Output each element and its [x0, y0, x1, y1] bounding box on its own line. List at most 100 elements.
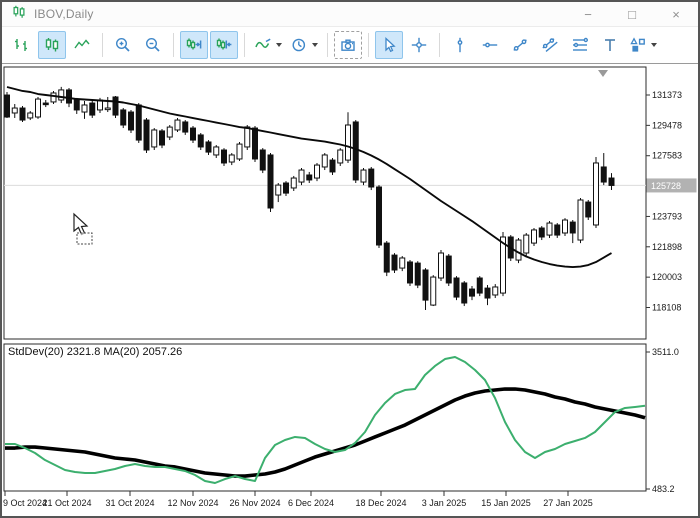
candle	[58, 89, 65, 101]
crosshair-button[interactable]	[405, 31, 433, 59]
svg-text:26 Nov 2024: 26 Nov 2024	[229, 498, 280, 508]
candle	[73, 99, 80, 111]
auto-scroll-button[interactable]	[210, 31, 238, 59]
indicator-plot-frame	[3, 343, 647, 492]
camera-button[interactable]	[334, 31, 362, 59]
line-chart-button[interactable]	[68, 31, 96, 59]
candle	[143, 119, 150, 151]
candle	[593, 162, 599, 226]
crosshair-icon	[411, 37, 427, 53]
candle	[89, 102, 96, 116]
close-button[interactable]: ×	[672, 6, 680, 22]
candle	[399, 257, 406, 269]
trendline-button[interactable]	[506, 31, 534, 59]
candle	[42, 102, 49, 106]
indicators-button[interactable]	[251, 31, 285, 59]
candle	[337, 149, 344, 164]
candle	[407, 261, 413, 284]
candle	[352, 121, 359, 181]
cursor-button[interactable]	[375, 31, 403, 59]
candle	[515, 239, 522, 261]
candle	[128, 111, 134, 131]
candle	[19, 107, 26, 121]
shapes-button[interactable]	[626, 31, 660, 59]
candle	[469, 288, 475, 297]
candle	[298, 169, 305, 183]
candle	[523, 234, 530, 254]
svg-text:121898: 121898	[652, 242, 682, 252]
candle	[321, 154, 328, 168]
candle	[166, 126, 173, 138]
candle	[213, 146, 220, 156]
zoom-out-button[interactable]	[139, 31, 167, 59]
candlestick-chart-icon	[45, 38, 59, 52]
candle	[585, 201, 592, 218]
candle	[151, 129, 158, 148]
candle	[275, 184, 282, 196]
candle	[438, 252, 444, 279]
candle	[562, 219, 568, 234]
candle	[221, 149, 227, 164]
candle	[569, 221, 576, 234]
candle	[314, 164, 320, 179]
channel-button[interactable]	[536, 31, 564, 59]
candle	[159, 130, 165, 146]
chevron-down-icon	[276, 43, 282, 47]
fibonacci-retracement-button[interactable]	[566, 31, 594, 59]
candle	[252, 127, 258, 160]
svg-text:31 Oct 2024: 31 Oct 2024	[105, 498, 154, 508]
minimize-button[interactable]: −	[584, 6, 592, 22]
bar-chart-icon	[15, 39, 27, 51]
candle	[554, 224, 561, 236]
candlestick-symbol-icon	[11, 4, 27, 25]
chart-shift-button[interactable]	[180, 31, 208, 59]
vertical-line-button[interactable]	[446, 31, 474, 59]
svg-text:9 Oct 2024: 9 Oct 2024	[3, 498, 47, 508]
candle	[577, 199, 584, 241]
candle	[538, 227, 545, 238]
cursor-icon	[385, 36, 396, 53]
zoom-in-button[interactable]	[109, 31, 137, 59]
toolbar-separator	[368, 33, 369, 57]
current-price-badge: 125728	[646, 178, 697, 193]
toolbar-separator	[327, 33, 328, 57]
timeframe-clock-icon	[292, 38, 306, 52]
shapes-icon	[630, 37, 645, 52]
svg-text:21 Oct 2024: 21 Oct 2024	[42, 498, 91, 508]
auto-scroll-icon	[216, 38, 232, 50]
candle	[11, 107, 18, 114]
candle	[27, 112, 34, 119]
candle	[600, 166, 607, 183]
candlestick-chart-button[interactable]	[38, 31, 66, 59]
candle	[244, 126, 251, 148]
text-button[interactable]	[596, 31, 624, 59]
candle	[120, 109, 127, 126]
svg-text:27 Jan 2025: 27 Jan 2025	[543, 498, 593, 508]
svg-text:131373: 131373	[652, 90, 682, 100]
candle	[391, 254, 398, 271]
candle	[50, 92, 57, 103]
timeframe-clock-button[interactable]	[287, 31, 321, 59]
svg-text:15 Jan 2025: 15 Jan 2025	[481, 498, 531, 508]
vertical-line-icon	[457, 37, 463, 53]
stddev-line	[5, 355, 646, 484]
svg-text:118108: 118108	[652, 303, 681, 313]
candle	[182, 121, 189, 133]
trendline-icon	[513, 39, 527, 51]
chevron-down-icon	[651, 43, 657, 47]
candle	[228, 154, 235, 163]
candle	[531, 229, 537, 244]
candle	[414, 262, 421, 286]
svg-text:12 Nov 2024: 12 Nov 2024	[167, 498, 218, 508]
main-plot-frame	[3, 66, 647, 340]
candle	[4, 94, 10, 118]
toolbar-separator	[244, 33, 245, 57]
horizontal-line-button[interactable]	[476, 31, 504, 59]
maximize-button[interactable]: □	[628, 6, 636, 22]
horizontal-line-icon	[482, 42, 498, 48]
bar-chart-button[interactable]	[8, 31, 36, 59]
